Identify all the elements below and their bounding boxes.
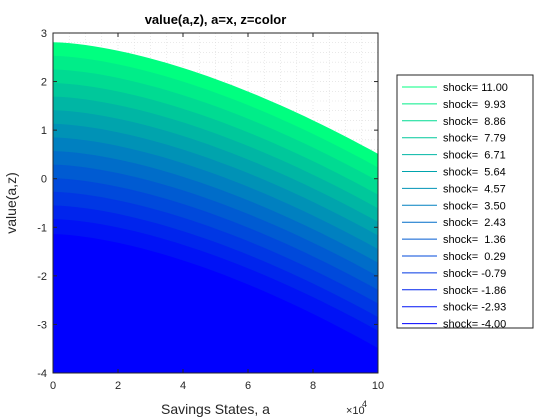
series-line-6 [52, 123, 379, 237]
series-line-12 [52, 205, 379, 319]
series-line-0 [52, 42, 379, 155]
series-area-14 [53, 234, 378, 373]
series-line-4 [52, 96, 379, 210]
legend-label-4: shock= 6.71 [443, 150, 506, 162]
x-tick-label: 0 [50, 380, 56, 392]
x-axis-exponent: ×10 4 [346, 399, 367, 417]
series-line-14 [52, 234, 379, 350]
series-line-9 [52, 164, 379, 278]
x-axis-label: Savings States, a [161, 401, 270, 417]
y-tick-label: 1 [41, 125, 47, 137]
legend-label-12: shock= -1.86 [443, 285, 506, 297]
legend-label-1: shock= 9.93 [443, 99, 506, 111]
series-line-11 [52, 191, 379, 305]
series-line-2 [52, 69, 379, 183]
legend: shock= 11.00 shock= 9.93 shock= 8.86 shock=… [396, 74, 534, 331]
legend-label-14: shock= -4.00 [443, 319, 506, 331]
x-tick-label: 4 [180, 380, 186, 392]
series-line-13 [52, 219, 379, 332]
x-exponent-base: ×10 [346, 405, 365, 417]
series-line-1 [52, 55, 379, 169]
series-line-3 [52, 83, 379, 196]
legend-box [396, 74, 534, 329]
series-line-7 [52, 137, 379, 251]
x-exponent-power: 4 [362, 399, 367, 409]
legend-label-6: shock= 4.57 [443, 183, 506, 195]
series-fills [52, 42, 379, 374]
series-line-10 [52, 178, 379, 291]
y-tick-label: -3 [37, 319, 47, 331]
y-tick-label: -1 [37, 222, 47, 234]
legend-label-2: shock= 8.86 [443, 116, 506, 128]
axis-ticks: 0 2 4 6 8 10 -4 -3 -2 -1 0 1 2 3 [37, 28, 384, 392]
y-tick-label: -2 [37, 271, 47, 283]
y-axis-label: value(a,z) [3, 172, 19, 233]
x-tick-label: 8 [310, 380, 316, 392]
legend-label-5: shock= 5.64 [443, 167, 506, 179]
x-tick-label: 2 [115, 380, 121, 392]
series-line-8 [52, 151, 379, 264]
legend-label-0: shock= 11.00 [443, 82, 508, 94]
chart-title: value(a,z), a=x, z=color [145, 12, 287, 27]
series-line-5 [52, 110, 379, 223]
legend-label-8: shock= 2.43 [443, 217, 506, 229]
y-tick-label: -4 [37, 368, 47, 380]
legend-label-3: shock= 7.79 [443, 133, 506, 145]
legend-label-13: shock= -2.93 [443, 302, 506, 314]
legend-label-10: shock= 0.29 [443, 251, 506, 263]
y-tick-label: 3 [41, 28, 47, 40]
y-tick-label: 0 [41, 174, 47, 186]
legend-label-7: shock= 3.50 [443, 200, 506, 212]
legend-label-9: shock= 1.36 [443, 234, 506, 246]
x-tick-label: 6 [245, 380, 251, 392]
plot-frame [52, 32, 379, 374]
y-tick-label: 2 [41, 77, 47, 89]
legend-label-11: shock= -0.79 [443, 268, 506, 280]
x-tick-label: 10 [372, 380, 384, 392]
